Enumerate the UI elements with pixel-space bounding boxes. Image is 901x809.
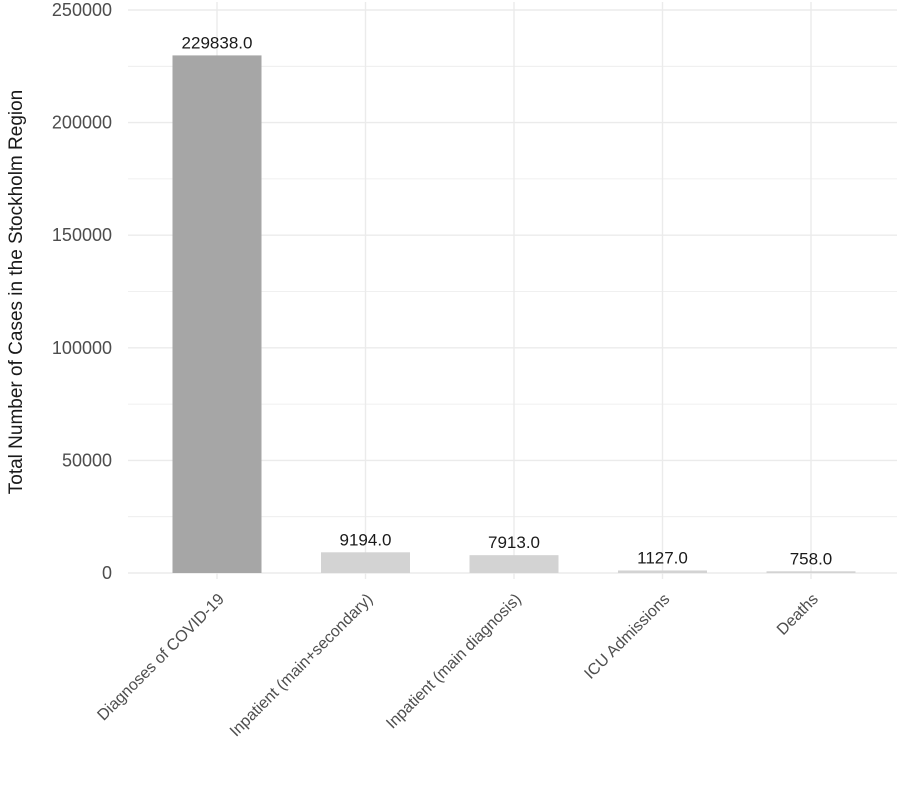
bar (618, 570, 707, 573)
bar-value-label: 9194.0 (340, 530, 392, 549)
y-tick-label: 200000 (52, 113, 112, 133)
bar-value-label: 1127.0 (637, 548, 688, 567)
data-labels: 229838.0 9194.0 7913.0 1127.0 758.0 (182, 33, 833, 568)
y-tick-label: 100000 (52, 338, 112, 358)
y-tick-label: 0 (102, 563, 112, 583)
x-tick-label: Deaths (774, 591, 822, 639)
y-axis-title: Total Number of Cases in the Stockholm R… (6, 90, 27, 494)
x-tick-label: Diagnoses of COVID-19 (94, 591, 227, 724)
x-axis-ticks: Diagnoses of COVID-19 Inpatient (main+sec… (94, 591, 821, 740)
bar-value-label: 758.0 (790, 549, 833, 568)
y-tick-label: 250000 (52, 0, 112, 20)
y-tick-label: 150000 (52, 225, 112, 245)
bar (321, 552, 410, 573)
bar (172, 55, 262, 573)
x-tick-label: ICU Admissions (581, 591, 673, 683)
bar-value-label: 229838.0 (182, 33, 253, 52)
bar (469, 555, 559, 573)
x-tick-label: Inpatient (main diagnosis) (383, 591, 525, 733)
y-tick-label: 50000 (62, 450, 112, 470)
bars (172, 55, 856, 573)
y-axis-ticks: 0 50000 100000 150000 200000 250000 (52, 0, 112, 583)
bar (766, 571, 856, 573)
x-tick-label: Inpatient (main+secondary) (227, 591, 376, 740)
bar-value-label: 7913.0 (488, 533, 540, 552)
